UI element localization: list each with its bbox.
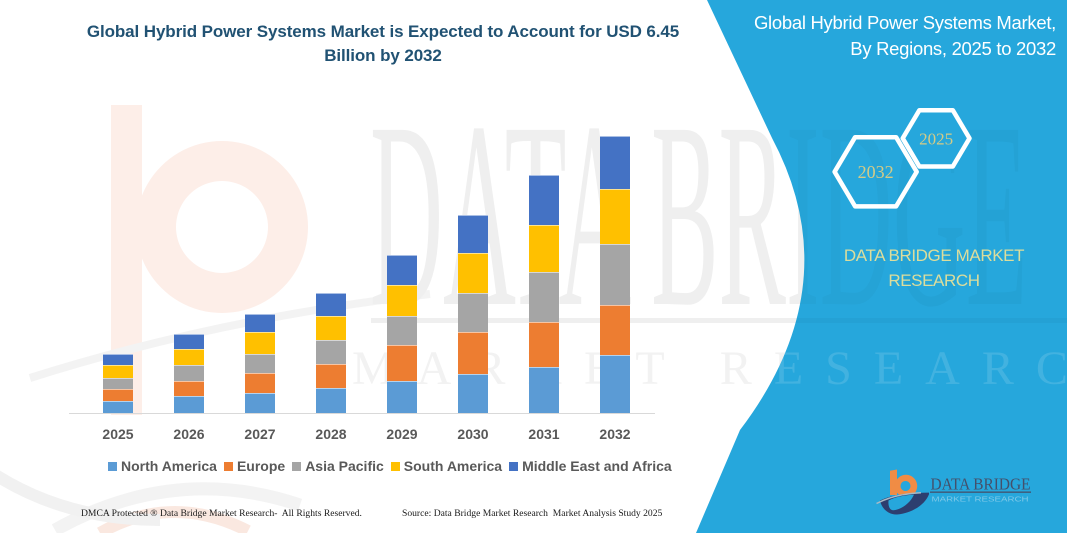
svg-text:MARKET RESEARCH: MARKET RESEARCH bbox=[352, 342, 1067, 395]
svg-text:2032: 2032 bbox=[858, 162, 894, 182]
svg-text:DATA BRIDGE: DATA BRIDGE bbox=[931, 475, 1031, 494]
svg-text:MARKET RESEARCH: MARKET RESEARCH bbox=[932, 496, 1029, 503]
svg-text:2025: 2025 bbox=[919, 129, 953, 148]
